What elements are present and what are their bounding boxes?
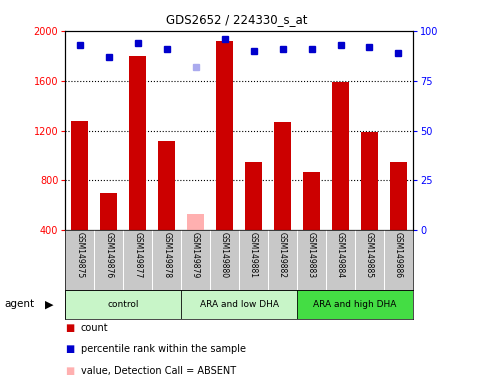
Text: GSM149884: GSM149884 (336, 232, 345, 278)
Text: GSM149883: GSM149883 (307, 232, 316, 278)
Text: agent: agent (5, 299, 35, 310)
Text: ARA and high DHA: ARA and high DHA (313, 300, 397, 309)
Text: ■: ■ (65, 323, 74, 333)
Bar (181, 290, 297, 319)
Bar (100, 193, 117, 230)
Text: GSM149879: GSM149879 (191, 232, 200, 278)
Bar (303, 172, 320, 230)
Bar (245, 162, 262, 230)
Text: GSM149877: GSM149877 (133, 232, 142, 278)
Text: count: count (81, 323, 108, 333)
Text: GSM149886: GSM149886 (394, 232, 403, 278)
Bar (187, 214, 204, 230)
Text: GSM149875: GSM149875 (75, 232, 84, 278)
Text: GDS2652 / 224330_s_at: GDS2652 / 224330_s_at (166, 13, 307, 26)
Text: GSM149878: GSM149878 (162, 232, 171, 278)
Bar (129, 56, 146, 230)
Text: percentile rank within the sample: percentile rank within the sample (81, 344, 246, 354)
Text: GSM149876: GSM149876 (104, 232, 113, 278)
Text: GSM149885: GSM149885 (365, 232, 374, 278)
Bar (216, 41, 233, 230)
Bar (332, 82, 349, 230)
Text: ■: ■ (65, 366, 74, 376)
Text: value, Detection Call = ABSENT: value, Detection Call = ABSENT (81, 366, 236, 376)
Bar (361, 132, 378, 230)
Bar (390, 162, 407, 230)
Text: GSM149882: GSM149882 (278, 232, 287, 278)
Bar (158, 141, 175, 230)
Bar (274, 122, 291, 230)
Bar (71, 121, 88, 230)
Text: GSM149880: GSM149880 (220, 232, 229, 278)
Text: ▶: ▶ (45, 299, 54, 310)
Text: GSM149881: GSM149881 (249, 232, 258, 278)
Text: control: control (107, 300, 139, 309)
Text: ARA and low DHA: ARA and low DHA (199, 300, 279, 309)
Text: ■: ■ (65, 344, 74, 354)
Bar (65, 290, 181, 319)
Bar (297, 290, 413, 319)
